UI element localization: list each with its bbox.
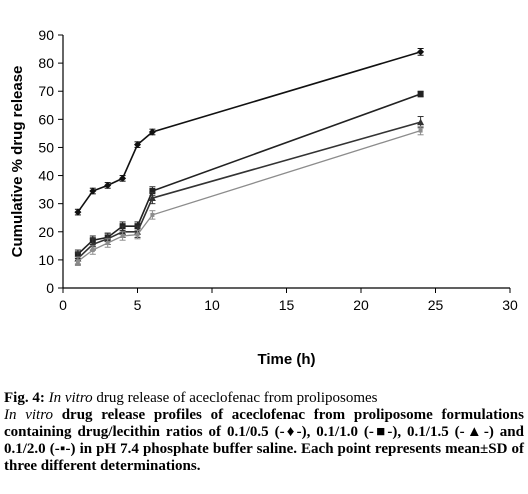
chart-series-layer (74, 47, 425, 267)
data-point (90, 248, 95, 253)
data-point (89, 187, 97, 195)
data-point (149, 188, 156, 195)
series-4 (74, 125, 424, 267)
data-point (120, 233, 125, 238)
data-point (105, 241, 110, 246)
data-point (148, 194, 156, 202)
series-2 (74, 90, 424, 259)
data-point (417, 118, 425, 126)
caption-body: In vitro drug release profiles of aceclo… (4, 407, 524, 475)
data-point (75, 259, 80, 264)
data-point (150, 212, 155, 217)
data-point (119, 174, 127, 182)
series-line (77, 121, 421, 260)
x-tick-label: 15 (279, 297, 295, 313)
y-tick-label: 60 (38, 111, 54, 127)
y-tick-label: 10 (38, 252, 54, 268)
caption-fig-label: Fig. 4: (4, 390, 45, 406)
x-axis-title: Time (h) (257, 351, 315, 368)
x-tick-label: 30 (502, 297, 518, 313)
series-line (77, 93, 421, 255)
caption-body-rest: drug release profiles of aceclofenac fro… (4, 407, 524, 474)
y-tick-label: 70 (38, 83, 54, 99)
data-point (417, 48, 425, 56)
y-axis-title: Cumulative % drug release (9, 66, 26, 258)
x-tick-label: 25 (428, 297, 444, 313)
chart-axes: 0 10 20 30 40 50 60 70 80 90 0 5 10 15 20 25 30 (38, 27, 518, 313)
y-tick-label: 90 (38, 27, 54, 43)
y-tick-label: 50 (38, 139, 54, 155)
y-tick-label: 0 (46, 280, 54, 296)
series-line (77, 51, 421, 213)
data-point (74, 208, 82, 216)
caption-body-italic: In vitro (4, 407, 53, 423)
series-1 (74, 47, 425, 216)
data-point (417, 91, 424, 98)
y-tick-label: 30 (38, 196, 54, 212)
chart: 0 10 20 30 40 50 60 70 80 90 0 5 10 15 20 25 30 Time (h)… (9, 27, 518, 368)
data-point (418, 128, 423, 133)
figure-caption: Fig. 4: In vitro drug release of aceclof… (4, 390, 524, 475)
series-line (77, 129, 421, 262)
y-tick-label: 80 (38, 55, 54, 71)
caption-title: Fig. 4: In vitro drug release of aceclof… (4, 390, 524, 407)
caption-title-italic: In vitro (48, 390, 93, 406)
series-3 (74, 116, 425, 265)
data-point (104, 181, 112, 189)
caption-title-rest: drug release of aceclofenac from prolipo… (92, 390, 378, 406)
data-point (135, 232, 140, 237)
x-tick-label: 5 (134, 297, 142, 313)
y-tick-label: 40 (38, 168, 54, 184)
x-tick-label: 10 (204, 297, 220, 313)
x-tick-label: 0 (59, 297, 67, 313)
data-point (134, 141, 141, 149)
data-point (148, 128, 156, 136)
y-tick-label: 20 (38, 224, 54, 240)
x-tick-label: 20 (353, 297, 369, 313)
